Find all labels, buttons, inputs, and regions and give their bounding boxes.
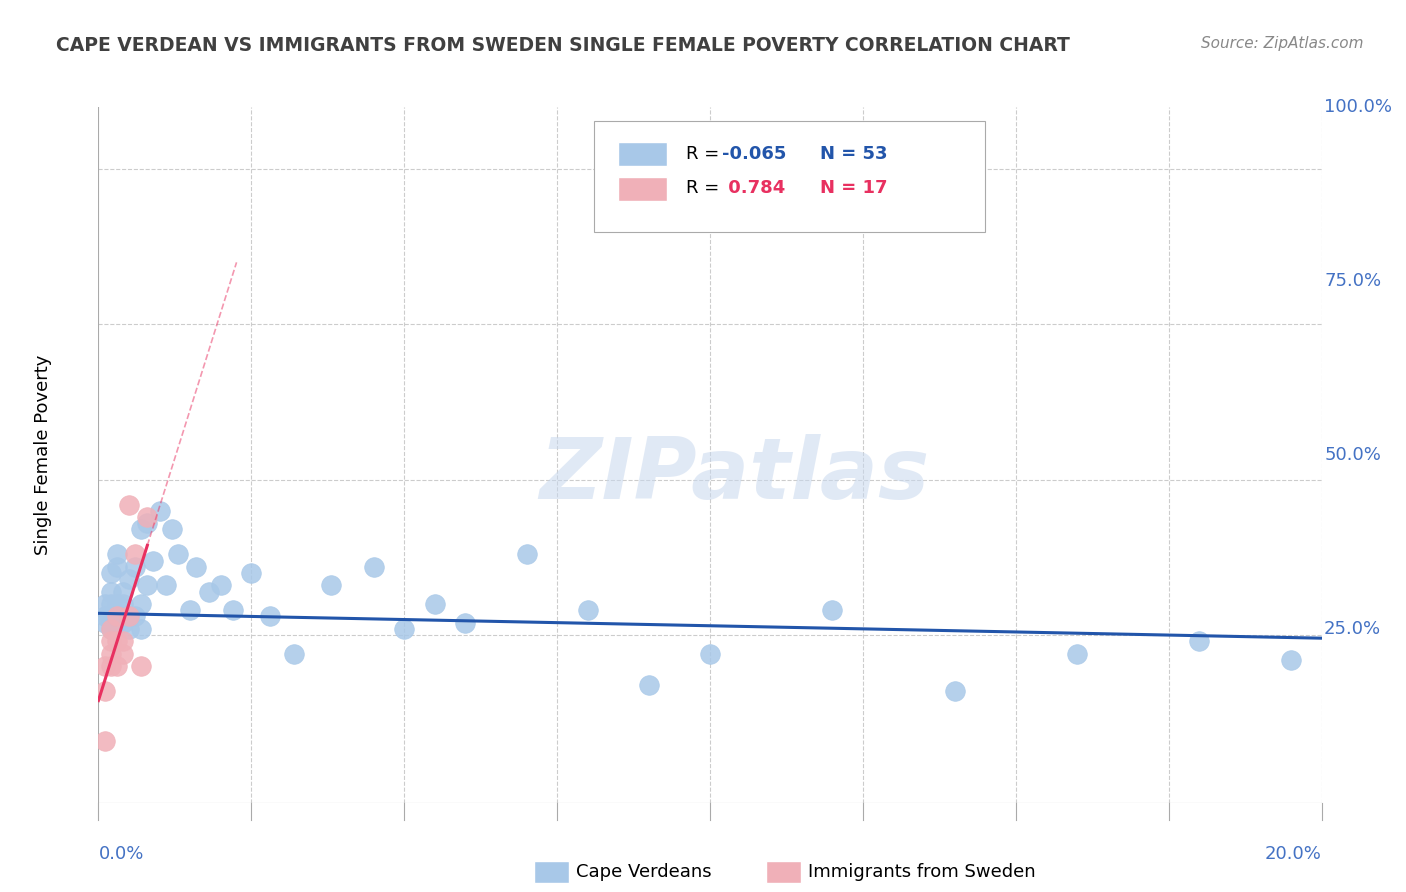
Point [100, 597, 122, 611]
Point [105, 609, 128, 624]
Point [105, 547, 128, 561]
Point [100, 622, 122, 636]
Point [93, 659, 115, 673]
Point [93, 615, 115, 630]
Point [111, 584, 134, 599]
Point [1066, 647, 1088, 661]
Text: 100.0%: 100.0% [1324, 98, 1392, 116]
Point [100, 622, 122, 636]
Text: ZIPatlas: ZIPatlas [540, 434, 929, 517]
Point [100, 647, 122, 661]
Point [105, 615, 128, 630]
Point [943, 684, 966, 698]
Text: Source: ZipAtlas.com: Source: ZipAtlas.com [1201, 36, 1364, 51]
Text: N = 53: N = 53 [820, 145, 887, 163]
Text: 0.0%: 0.0% [98, 845, 143, 863]
Point [259, 609, 281, 624]
Point [136, 516, 159, 531]
Point [100, 659, 122, 673]
Point [179, 603, 201, 617]
Point [100, 566, 122, 580]
Text: R =: R = [686, 179, 724, 197]
Point [118, 622, 141, 636]
Point [423, 597, 446, 611]
Point [576, 603, 599, 617]
Point [100, 634, 122, 648]
Point [111, 634, 134, 648]
Point [149, 504, 172, 518]
Point [105, 659, 128, 673]
Point [699, 647, 721, 661]
Point [363, 559, 385, 574]
Text: 20.0%: 20.0% [1265, 845, 1322, 863]
Text: Cape Verdeans: Cape Verdeans [576, 863, 711, 881]
Point [209, 578, 232, 592]
Text: CAPE VERDEAN VS IMMIGRANTS FROM SWEDEN SINGLE FEMALE POVERTY CORRELATION CHART: CAPE VERDEAN VS IMMIGRANTS FROM SWEDEN S… [56, 36, 1070, 54]
Point [160, 523, 183, 537]
Point [124, 559, 146, 574]
Point [129, 622, 152, 636]
Bar [619, 177, 668, 201]
Point [392, 622, 416, 636]
Point [821, 603, 844, 617]
Text: Single Female Poverty: Single Female Poverty [34, 355, 52, 555]
Point [111, 597, 134, 611]
Text: 25.0%: 25.0% [1324, 620, 1381, 638]
Text: N = 17: N = 17 [820, 179, 887, 197]
Point [637, 678, 661, 692]
Point [167, 547, 190, 561]
Point [124, 547, 146, 561]
Point [118, 609, 141, 624]
Point [100, 584, 122, 599]
Point [240, 566, 263, 580]
Point [93, 609, 115, 624]
Point [118, 609, 141, 624]
Point [319, 578, 342, 592]
Text: 50.0%: 50.0% [1324, 446, 1381, 464]
Text: -0.065: -0.065 [723, 145, 786, 163]
Point [93, 684, 115, 698]
Text: 0.784: 0.784 [723, 179, 786, 197]
Text: R =: R = [686, 145, 724, 163]
Point [93, 597, 115, 611]
Point [111, 647, 134, 661]
Bar [619, 142, 668, 166]
Point [142, 553, 165, 567]
Point [283, 647, 305, 661]
Point [118, 572, 141, 586]
Point [186, 559, 208, 574]
Point [105, 597, 128, 611]
Point [222, 603, 245, 617]
Point [118, 498, 141, 512]
Text: Immigrants from Sweden: Immigrants from Sweden [808, 863, 1036, 881]
Point [1188, 634, 1211, 648]
Point [155, 578, 177, 592]
Point [129, 659, 152, 673]
Point [105, 634, 128, 648]
Point [105, 559, 128, 574]
Point [454, 615, 477, 630]
Text: 75.0%: 75.0% [1324, 272, 1381, 290]
Point [136, 510, 159, 524]
Point [93, 733, 115, 747]
Point [111, 615, 134, 630]
Point [124, 609, 146, 624]
Point [100, 615, 122, 630]
Point [1279, 653, 1302, 667]
Point [105, 609, 128, 624]
Point [516, 547, 538, 561]
Point [197, 584, 219, 599]
Point [136, 578, 159, 592]
Point [129, 597, 152, 611]
FancyBboxPatch shape [593, 121, 986, 232]
Point [129, 523, 152, 537]
